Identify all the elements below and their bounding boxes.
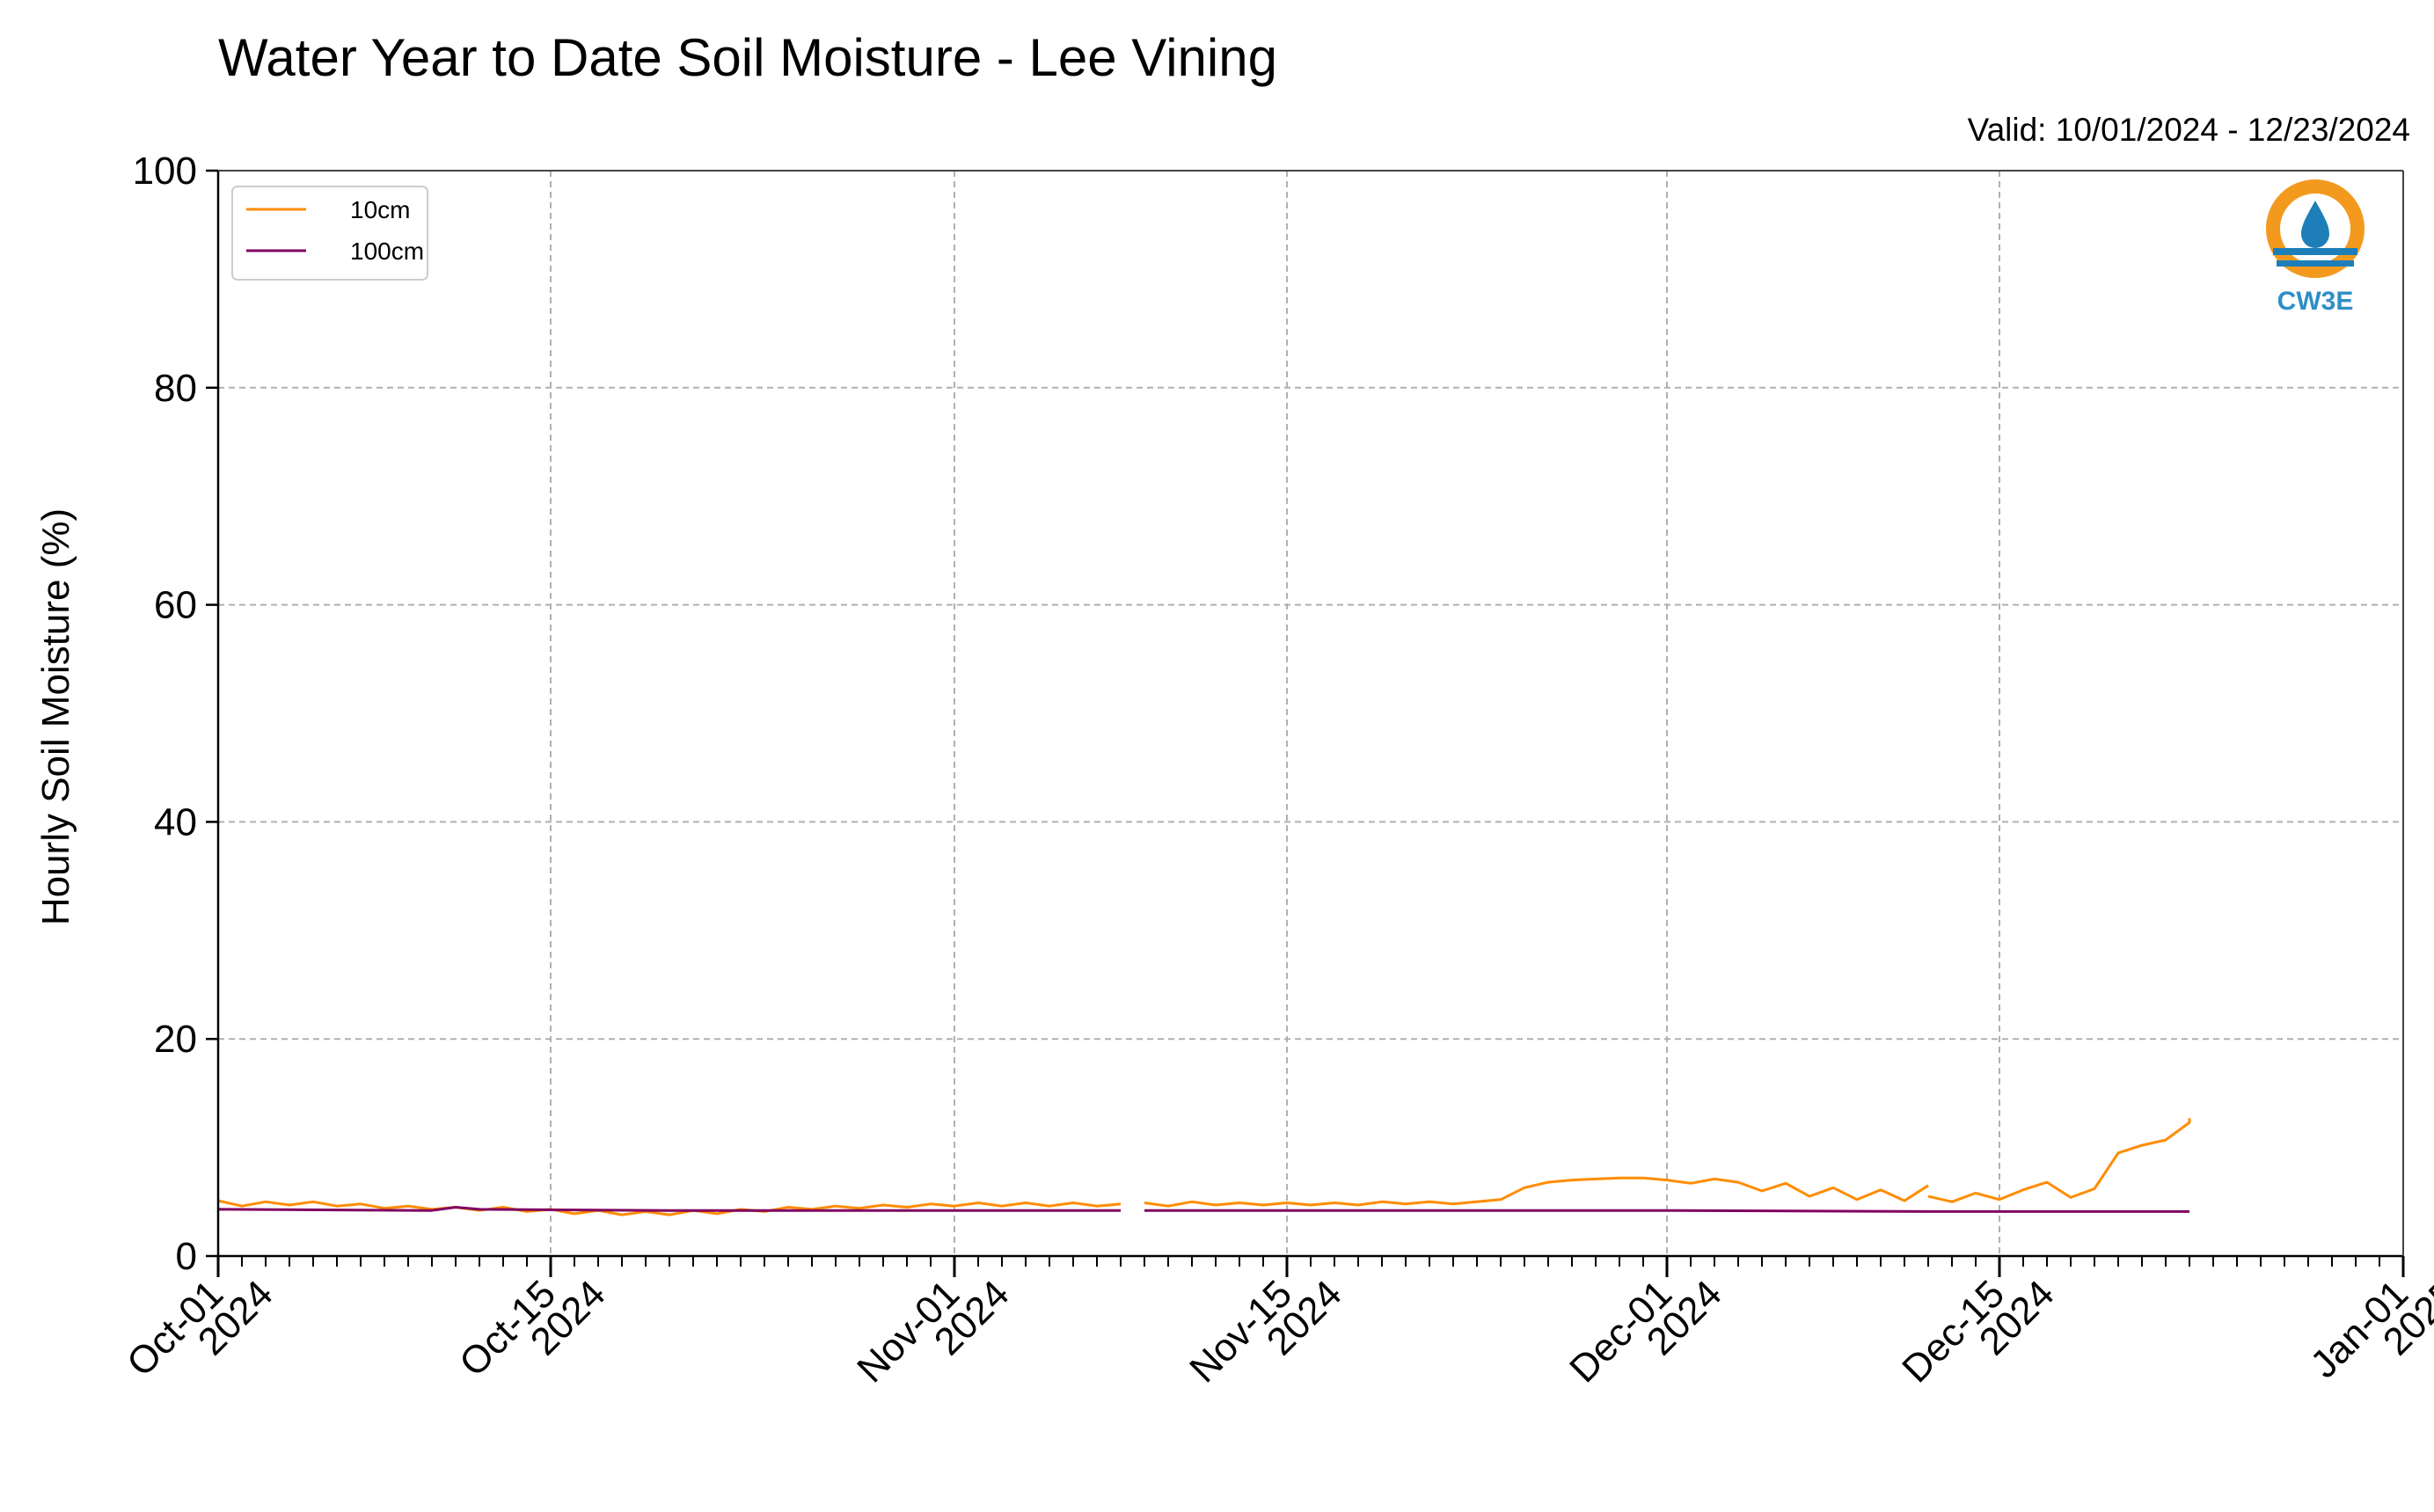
y-tick-labels: 0 20 40 60 80 100 [133,150,197,1278]
series-layer [217,1118,2191,1216]
series-line-100cm-segment-0 [217,1206,1121,1212]
axes [206,169,2405,1277]
legend-label-10cm: 10cm [350,196,410,223]
logo-wave-icon-2 [2277,260,2354,267]
y-tick-label: 20 [154,1018,197,1061]
chart-title: Water Year to Date Soil Moisture - Lee V… [218,28,1277,87]
logo-ring-icon [2266,179,2365,278]
cw3e-logo: CW3E [2266,179,2365,316]
series-line-10cm-segment-1 [1144,1176,1929,1208]
logo-drop-icon [2301,201,2329,248]
y-axis-label: Hourly Soil Moisture (%) [34,508,77,925]
series-line-10cm-segment-2 [1927,1118,2191,1203]
y-tick-label: 40 [154,800,197,844]
logo-text: CW3E [2277,287,2354,316]
y-tick-label: 0 [176,1235,197,1278]
valid-date-range: Valid: 10/01/2024 - 12/23/2024 [1968,112,2410,148]
legend-label-100cm: 100cm [350,237,424,265]
series-line-100cm-segment-1 [1144,1209,1929,1213]
y-tick-label: 60 [154,584,197,627]
legend: 10cm 100cm [231,186,428,281]
grid-lines [218,171,2403,1256]
series-line-10cm-segment-0 [217,1199,1122,1216]
y-tick-label: 100 [133,150,197,193]
y-tick-label: 80 [154,367,197,410]
logo-wave-icon-1 [2273,248,2357,255]
